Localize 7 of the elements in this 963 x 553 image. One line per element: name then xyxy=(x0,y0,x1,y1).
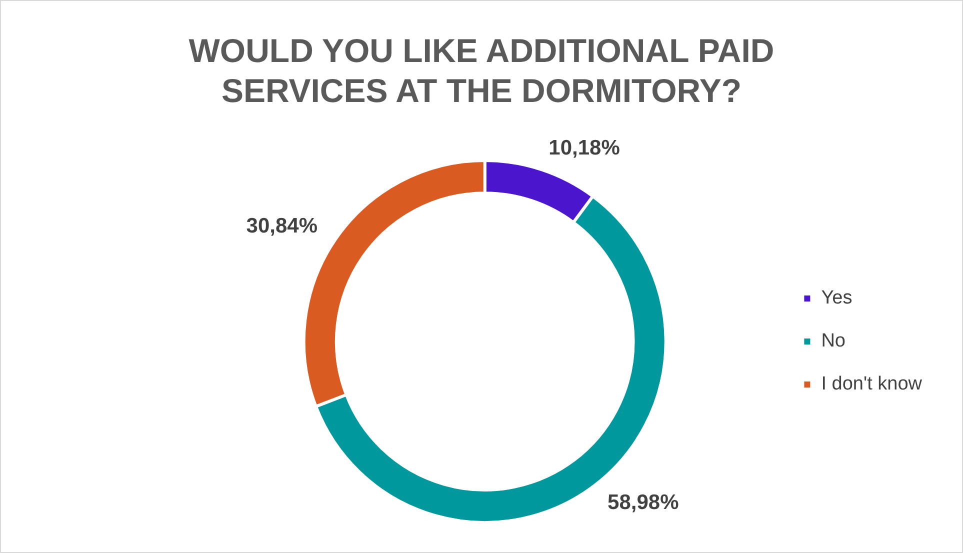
data-label: 10,18% xyxy=(548,136,620,160)
legend-label: No xyxy=(821,330,846,352)
legend-label: Yes xyxy=(821,288,852,309)
data-label: 30,84% xyxy=(246,214,318,238)
chart-title: WOULD YOU LIKE ADDITIONAL PAID SERVICES AT THE DORMITORY? xyxy=(188,31,776,111)
legend-label: I don't know xyxy=(821,374,922,395)
data-label: 58,98% xyxy=(608,491,680,514)
